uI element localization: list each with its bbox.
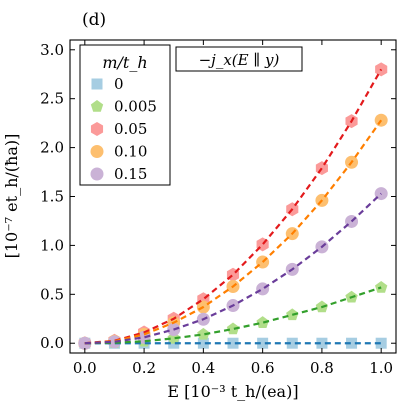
ticks-layer: 0.0 0.2 0.4 0.6 0.8 1.0 0.0 0.5 1.0 1.5 2.0 2.5 3.0 [40, 40, 396, 377]
legend-label: 0.005 [114, 98, 157, 116]
x-axis-label: E [10⁻³ t_h/(ea)] [167, 382, 298, 401]
x-tick-label: 0.6 [251, 359, 275, 377]
legend: m/t_h 0 0.005 0.05 0.10 0.15 [79, 44, 171, 186]
data-point [316, 337, 328, 349]
data-point [227, 337, 239, 349]
data-point [375, 337, 387, 349]
y-axis-label: [10⁻⁷ et_h/(ħa)] [2, 134, 21, 259]
y-tick-label: 1.5 [40, 188, 64, 206]
legend-label: 0.10 [114, 143, 147, 161]
legend-title: m/t_h [102, 53, 147, 72]
data-point [374, 113, 388, 127]
y-tick-label: 2.5 [40, 90, 64, 108]
legend-label: 0.05 [114, 120, 147, 138]
legend-entry: 0.15 [90, 165, 147, 183]
x-tick-label: 0.2 [132, 359, 156, 377]
data-point [107, 335, 121, 349]
legend-marker [90, 145, 104, 158]
y-tick-label: 1.0 [40, 236, 64, 254]
data-point [78, 336, 92, 350]
data-point [256, 282, 270, 296]
legend-items: 0 0.005 0.05 0.10 0.15 [90, 75, 157, 183]
x-tick-label: 0.8 [310, 359, 334, 377]
data-point [346, 337, 358, 349]
data-point [256, 316, 269, 328]
legend-entry: 0.05 [90, 120, 147, 138]
annotation-box [175, 46, 303, 72]
annotation-text: −j_x(E ∥ y) [199, 51, 280, 69]
legend-marker [91, 78, 103, 90]
x-tick-label: 1.0 [369, 359, 393, 377]
panel-label: (d) [82, 10, 106, 30]
data-point [374, 187, 388, 201]
legend-label: 0.15 [114, 165, 147, 183]
data-point [257, 337, 269, 349]
data-point [226, 322, 240, 335]
legend-label: 0 [114, 75, 124, 93]
legend-entry: 0.005 [90, 98, 157, 116]
legend-marker [90, 100, 104, 112]
y-tick-label: 0.5 [40, 285, 64, 303]
x-tick-label: 0.4 [191, 359, 215, 377]
legend-marker [90, 122, 104, 136]
data-point [197, 327, 210, 340]
series-line-0.05 [84, 68, 383, 345]
legend-entry: 0 [91, 75, 124, 93]
annotation: −j_x(E ∥ y) [175, 46, 303, 72]
y-tick-label: 3.0 [40, 41, 64, 59]
data-point [286, 337, 298, 349]
y-tick-label: 2.0 [40, 139, 64, 157]
x-tick-label: 0.0 [73, 359, 97, 377]
legend-entry: 0.10 [90, 143, 147, 161]
data-point [197, 337, 209, 349]
series-line-0.15 [84, 192, 382, 345]
legend-box [79, 44, 171, 186]
y-tick-label: 0.0 [40, 334, 64, 352]
data-layer [78, 62, 388, 351]
series-line-0.005 [84, 286, 382, 345]
legend-marker [90, 167, 104, 181]
data-point [375, 280, 388, 293]
series-line-0.10 [84, 119, 383, 345]
